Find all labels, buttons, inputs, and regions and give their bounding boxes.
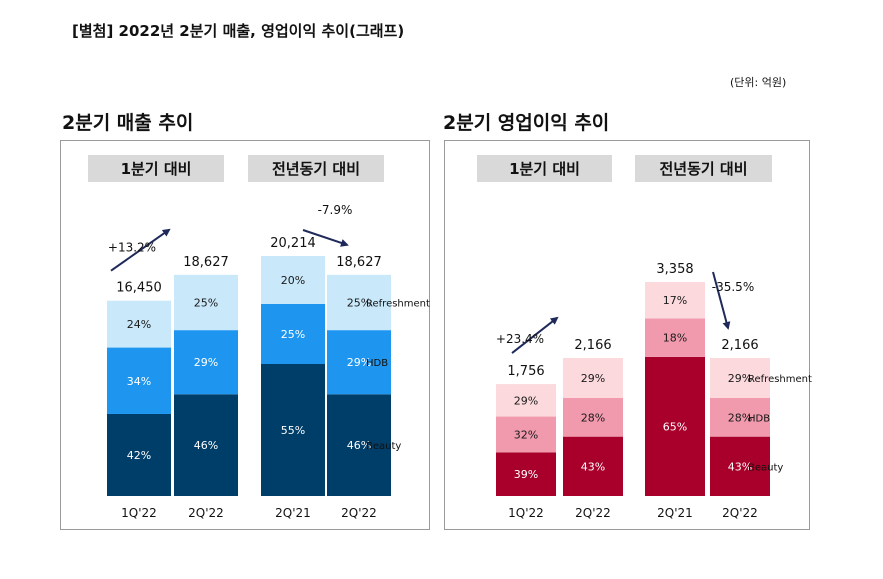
sales-bar-segment-beauty <box>107 413 171 496</box>
op-bar-segment-hdb <box>710 397 770 437</box>
sales-legend-hdb: HDB <box>366 358 388 369</box>
sales-bar-segment-refreshment <box>327 274 391 331</box>
op-bar-segment-beauty <box>496 452 556 496</box>
sales-segment-label: 46% <box>194 439 218 452</box>
sales-group-header-box <box>248 155 384 182</box>
op-total-label: 2,166 <box>721 338 758 353</box>
sales-bar-segment-refreshment <box>107 300 171 348</box>
op-change-arrow <box>712 271 731 330</box>
sales-segment-label: 24% <box>127 318 151 331</box>
sales-group-header-label: 1분기 대비 <box>121 160 192 178</box>
sales-change-label: +13.2% <box>108 241 156 255</box>
op-x-tick-label: 2Q'21 <box>657 506 693 520</box>
op-bar-segment-refreshment <box>710 357 770 398</box>
sales-x-tick-label: 2Q'21 <box>275 506 311 520</box>
sales-segment-label: 29% <box>194 356 218 369</box>
sales-bar-segment-refreshment <box>174 274 238 331</box>
sales-chart-title: 2분기 매출 추이 <box>62 112 194 134</box>
sales-bar-segment-hdb <box>261 304 325 364</box>
op-total-label: 2,166 <box>574 338 611 353</box>
sales-group-header-label: 전년동기 대비 <box>272 160 360 178</box>
sales-segment-label: 34% <box>127 375 151 388</box>
op-segment-label: 39% <box>514 468 538 481</box>
op-legend-refreshment: Refreshment <box>748 374 812 385</box>
sales-bar-segment-hdb <box>327 330 391 395</box>
sales-bar-segment-beauty <box>327 394 391 496</box>
sales-bar-segment-hdb <box>107 347 171 414</box>
op-segment-label: 43% <box>581 460 605 473</box>
op-group-header-label: 1분기 대비 <box>509 160 580 178</box>
op-bar-segment-beauty <box>563 436 623 496</box>
op-x-tick-label: 1Q'22 <box>508 506 544 520</box>
sales-group-header-box <box>88 155 224 182</box>
sales-segment-label: 20% <box>281 274 305 287</box>
sales-total-label: 18,627 <box>183 255 229 270</box>
sales-total-label: 20,214 <box>270 236 316 251</box>
sales-segment-label: 25% <box>347 296 371 309</box>
op-x-tick-label: 2Q'22 <box>575 506 611 520</box>
sales-segment-label: 46% <box>347 439 371 452</box>
op-group-header-label: 전년동기 대비 <box>659 160 747 178</box>
sales-segment-label: 25% <box>281 328 305 341</box>
unit-label: (단위: 억원) <box>730 76 787 89</box>
op-segment-label: 18% <box>663 332 687 345</box>
sales-segment-label: 25% <box>194 296 218 309</box>
sales-total-label: 16,450 <box>116 281 162 296</box>
op-bar-segment-beauty <box>710 436 770 496</box>
page-title: [별첨] 2022년 2분기 매출, 영업이익 추이(그래프) <box>72 22 405 40</box>
sales-bar-segment-beauty <box>174 394 238 496</box>
sales-legend-refreshment: Refreshment <box>366 298 430 309</box>
sales-legend-beauty: Beauty <box>366 441 401 452</box>
op-x-tick-label: 2Q'22 <box>722 506 758 520</box>
op-bar-segment-refreshment <box>496 384 556 417</box>
sales-bar-segment-beauty <box>261 364 325 496</box>
op-bar-segment-hdb <box>496 416 556 453</box>
sales-x-tick-label: 1Q'22 <box>121 506 157 520</box>
op-segment-label: 43% <box>728 460 752 473</box>
sales-segment-label: 29% <box>347 356 371 369</box>
op-segment-label: 32% <box>514 428 538 441</box>
op-change-label: -35.5% <box>712 280 754 294</box>
op-group-header-box <box>477 155 612 182</box>
op-change-arrow <box>511 316 559 354</box>
op-segment-label: 65% <box>663 420 687 433</box>
sales-change-label: -7.9% <box>318 203 353 217</box>
op-group-header-box <box>635 155 772 182</box>
sales-bar-segment-refreshment <box>261 256 325 304</box>
op-bar-segment-hdb <box>645 318 705 357</box>
op-segment-label: 29% <box>728 372 752 385</box>
op-total-label: 1,756 <box>507 364 544 379</box>
sales-change-arrow <box>302 229 349 247</box>
sales-x-tick-label: 2Q'22 <box>188 506 224 520</box>
op-legend-beauty: Beauty <box>748 462 783 473</box>
op-bar-segment-beauty <box>645 356 705 496</box>
sales-segment-label: 42% <box>127 449 151 462</box>
op-change-label: +23.4% <box>496 332 544 346</box>
op-segment-label: 17% <box>663 294 687 307</box>
sales-change-arrow <box>110 228 171 272</box>
sales-x-tick-label: 2Q'22 <box>341 506 377 520</box>
op-bar-segment-refreshment <box>563 357 623 398</box>
op-segment-label: 28% <box>581 411 605 424</box>
op-bar-segment-refreshment <box>645 282 705 319</box>
op-segment-label: 28% <box>728 411 752 424</box>
op-legend-hdb: HDB <box>748 413 770 424</box>
op-total-label: 3,358 <box>656 262 693 277</box>
sales-total-label: 18,627 <box>336 255 382 270</box>
sales-segment-label: 55% <box>281 424 305 437</box>
sales-bar-segment-hdb <box>174 330 238 395</box>
op-bar-segment-hdb <box>563 397 623 437</box>
op-segment-label: 29% <box>581 372 605 385</box>
op-segment-label: 29% <box>514 394 538 407</box>
op-profit-chart-title: 2분기 영업이익 추이 <box>443 112 610 134</box>
